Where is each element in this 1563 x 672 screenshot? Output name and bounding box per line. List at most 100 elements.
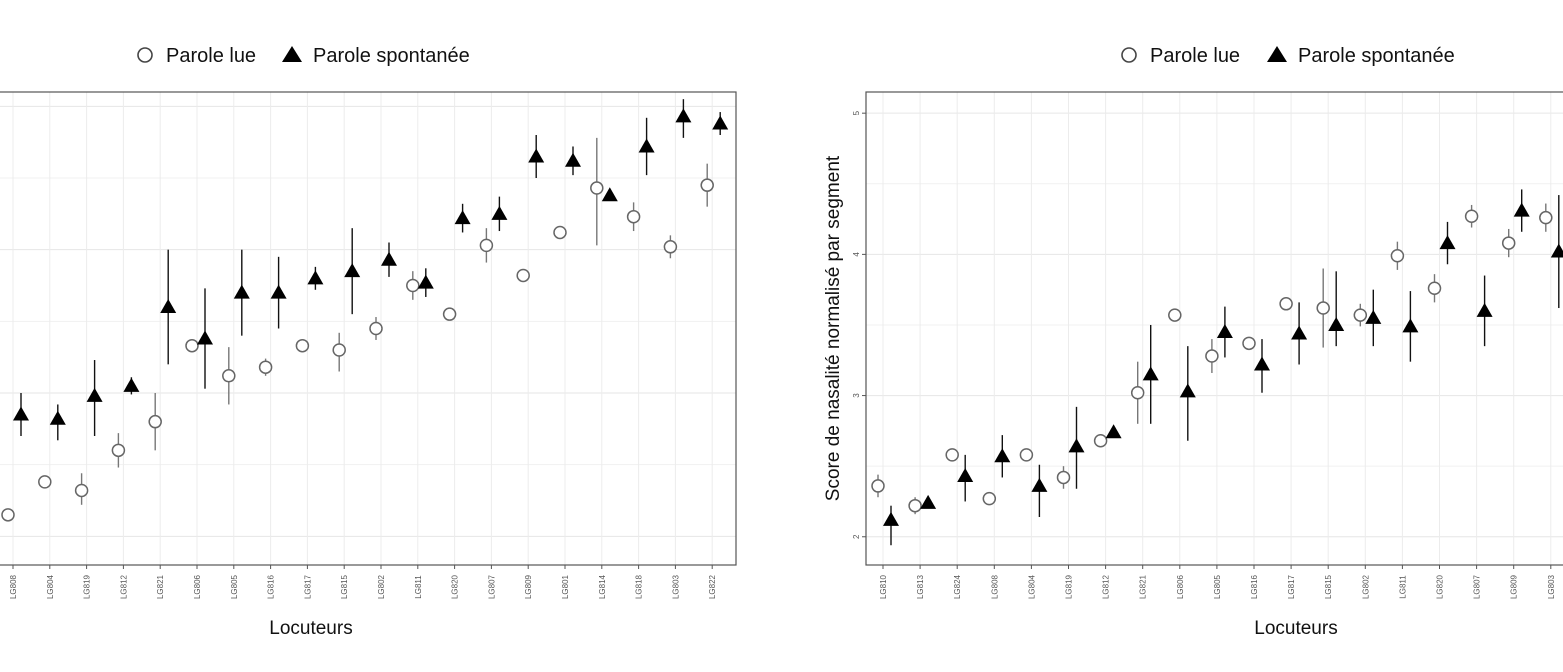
x-tick-label: LG807 [1473,574,1482,599]
point-read [1242,336,1256,351]
point-spontaneous [417,274,434,289]
point-read [1130,385,1145,400]
point-read [38,475,52,489]
point-spontaneous [197,330,213,345]
point-spontaneous [307,270,324,285]
legend-left: Parole lue Parole spontanée [137,45,470,67]
legend-right: Parole lue Parole spontanée [1121,45,1455,67]
point-spontaneous [49,410,66,425]
x-tick-label: LG815 [340,574,349,599]
point-spontaneous [86,387,103,402]
y-tick-label: 2 [852,534,861,539]
point-spontaneous [1142,366,1159,381]
point-read [590,181,604,195]
point-spontaneous [638,138,655,153]
point-read [295,338,310,353]
x-tick-label: LG818 [635,574,644,599]
point-read [553,225,567,240]
point-spontaneous [1439,235,1456,250]
x-tick-label: LG816 [267,574,276,599]
x-tick-label: LG815 [1324,574,1333,599]
x-tick-label: LG822 [708,574,717,599]
point-read [1019,448,1034,462]
chart-panel-left: LG808 LG804 LG819 LG812 LG821 LG806 LG805 LG816… [0,91,737,639]
legend-spontaneous-marker [282,46,302,62]
point-read [700,178,714,192]
plot-border [0,91,737,566]
point-read [1205,349,1219,363]
x-tick-label: LG820 [1436,574,1445,599]
point-read [148,414,162,429]
x-tick-label: LG817 [303,574,312,599]
point-spontaneous [1254,356,1270,371]
point-read [74,483,89,498]
x-tick-label: LG806 [193,574,202,599]
point-read [1539,210,1553,225]
x-tick-label: LG811 [1398,575,1407,599]
legend-read-label: Parole lue [1150,45,1240,67]
x-tick-label: LG819 [83,574,92,599]
x-tick-label: LG811 [414,575,423,599]
point-spontaneous [1179,383,1196,398]
x-tick-label: LG808 [990,574,999,599]
point-spontaneous [344,263,361,278]
plot-background [866,92,1563,565]
point-spontaneous [712,115,729,130]
point-read [516,268,530,283]
x-tick-label: LG819 [1065,574,1074,599]
point-spontaneous [454,210,471,225]
point-read [871,479,885,493]
legend-spontaneous-label: Parole spontanée [313,45,470,67]
point-spontaneous [1513,202,1530,217]
y-tick-label: 3 [852,393,861,398]
point-read [369,321,383,336]
x-tick-label: LG805 [230,574,239,599]
point-spontaneous [1476,302,1493,317]
legend-spontaneous-label: Parole spontanée [1298,45,1455,67]
x-tick-label: LG804 [1027,574,1036,599]
x-tick-label: LG814 [598,574,607,599]
x-tick-label: LG809 [524,574,533,599]
point-read [1168,308,1182,322]
x-tick-label: LG812 [1102,574,1111,599]
point-spontaneous [601,187,618,202]
point-read [1279,297,1293,311]
legend-read-marker [1121,47,1137,63]
x-tick-label: LG813 [916,574,925,599]
point-read [1464,209,1479,224]
point-read [1427,281,1442,296]
x-tick-label: LG804 [46,574,55,599]
plot-border [865,91,1563,566]
point-read [626,209,641,224]
x-tick-label: LG821 [156,574,165,599]
point-spontaneous [160,299,177,313]
x-tick-label: LG817 [1287,574,1296,599]
x-tick-label: LG808 [9,574,18,599]
x-tick-label: LG807 [487,574,496,599]
point-read [908,498,922,513]
point-spontaneous [675,108,692,123]
point-read [1093,433,1108,448]
legend-read-marker [137,47,153,63]
point-spontaneous [920,494,937,509]
point-spontaneous [491,205,508,220]
point-read [185,338,199,353]
point-spontaneous [994,448,1011,463]
point-spontaneous [565,152,581,167]
plot-background [0,92,736,565]
point-spontaneous [1031,477,1048,492]
x-tick-label: LG803 [1547,574,1556,599]
point-spontaneous [233,284,250,299]
point-spontaneous [1365,309,1382,324]
point-read [1390,249,1405,263]
x-tick-label: LG803 [671,574,680,599]
x-tick-label: LG806 [1176,574,1185,599]
x-tick-label: LG824 [953,574,962,599]
point-spontaneous [957,468,974,483]
x-tick-label: LG809 [1510,574,1519,599]
point-spontaneous [1402,318,1419,333]
x-tick-label: LG812 [119,574,128,599]
point-spontaneous [1105,424,1122,439]
point-read [406,278,420,293]
